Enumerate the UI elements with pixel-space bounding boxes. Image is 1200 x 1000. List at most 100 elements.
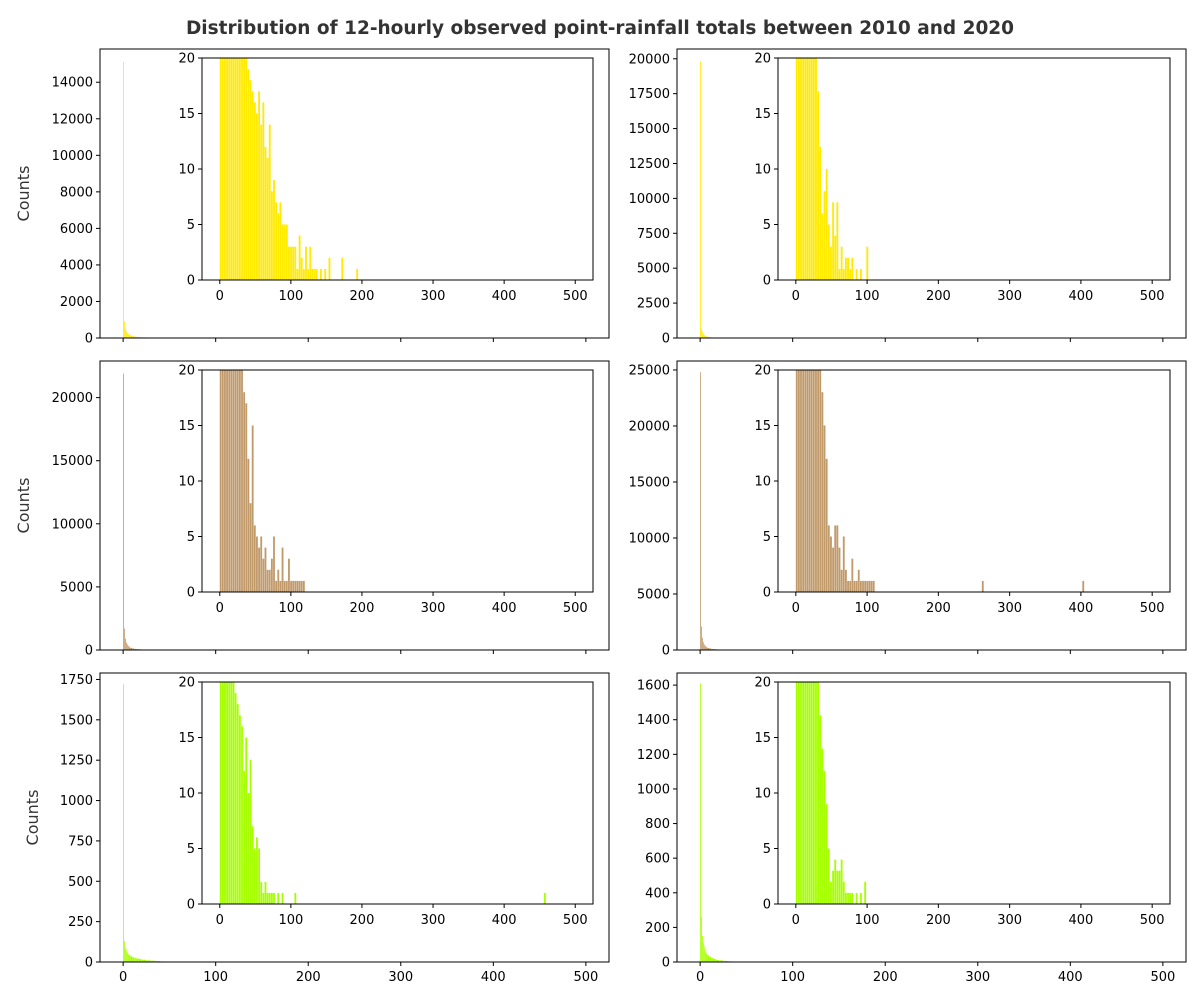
inset-bar xyxy=(294,892,297,904)
inset-bar xyxy=(795,370,798,592)
inset-bar xyxy=(324,268,327,280)
histogram-bar xyxy=(127,333,129,338)
inset-x-tick-label: 400 xyxy=(1068,289,1093,304)
inset-x-tick-label: 400 xyxy=(492,289,517,304)
inset-bar xyxy=(842,881,845,904)
inset-bar xyxy=(256,837,258,904)
inset-y-tick-label: 20 xyxy=(178,676,195,691)
y-tick-label: 20000 xyxy=(52,391,93,406)
histogram-bar xyxy=(704,645,706,650)
inset-y-tick-label: 0 xyxy=(187,274,195,289)
inset-bar xyxy=(281,547,284,592)
y-tick-label: 10000 xyxy=(52,149,93,164)
inset-bar xyxy=(256,536,258,592)
histogram-bar xyxy=(715,959,719,962)
axes-frame xyxy=(99,48,610,339)
inset-x-tick-label: 100 xyxy=(278,913,303,928)
inset-bar xyxy=(808,58,811,280)
inset-bar xyxy=(1082,580,1085,592)
histogram-bar xyxy=(701,637,703,650)
y-tick-label: 17500 xyxy=(629,87,670,102)
histogram-bar xyxy=(701,331,703,338)
histogram-bar xyxy=(709,956,712,962)
inset-bar xyxy=(219,58,222,280)
inset-bar xyxy=(797,58,800,280)
inset-bar xyxy=(825,169,828,280)
inset-bar xyxy=(260,881,263,904)
x-tick-label: 100 xyxy=(203,970,228,985)
inset-bar xyxy=(294,246,297,280)
inset-bar xyxy=(256,113,258,280)
x-tick-label: 400 xyxy=(481,970,506,985)
inset-bar xyxy=(245,737,248,904)
inset-y-tick-label: 20 xyxy=(178,364,195,379)
inset-bar xyxy=(292,246,295,280)
inset-x-tick-label: 300 xyxy=(421,289,446,304)
inset-bar xyxy=(273,892,275,904)
inset-bar xyxy=(859,892,862,904)
inset-bar xyxy=(804,682,807,904)
inset-x-tick-label: 400 xyxy=(492,913,517,928)
inset-x-tick-label: 0 xyxy=(792,289,800,304)
inset-bar xyxy=(812,682,815,904)
inset-y-tick-label: 10 xyxy=(178,787,195,802)
inset-bar xyxy=(262,892,265,904)
y-tick-label: 10000 xyxy=(52,517,93,532)
inset-bar xyxy=(819,715,822,904)
histogram-bar xyxy=(700,372,701,650)
inset-bar xyxy=(273,180,275,280)
histogram-bar xyxy=(707,955,710,962)
inset-bar xyxy=(221,682,224,904)
histogram-bar xyxy=(141,959,147,962)
inset-bar xyxy=(851,558,854,592)
histogram-bar xyxy=(127,645,129,650)
y-tick-label: 0 xyxy=(85,644,93,659)
inset-bar xyxy=(817,682,820,904)
y-axis-label: Counts xyxy=(14,166,33,222)
inset-bar xyxy=(857,569,860,592)
inset-bar xyxy=(264,146,267,280)
axes-frame xyxy=(99,360,610,651)
inset-y-tick-label: 20 xyxy=(178,52,195,67)
inset-bar xyxy=(232,370,235,592)
x-tick-label: 0 xyxy=(119,970,127,985)
y-tick-label: 1000 xyxy=(637,782,670,797)
inset-bar xyxy=(847,257,849,280)
inset-y-tick-label: 20 xyxy=(754,364,771,379)
inset-bar xyxy=(232,682,235,904)
inset-bar xyxy=(851,892,854,904)
inset-bar xyxy=(849,268,852,280)
inset-bar xyxy=(230,58,233,280)
x-tick-label: 200 xyxy=(296,970,321,985)
histogram-bar xyxy=(132,957,135,962)
histogram-bar xyxy=(702,942,704,962)
inset-bar xyxy=(800,58,802,280)
y-tick-label: 1000 xyxy=(60,794,93,809)
inset-x-tick-label: 100 xyxy=(278,601,303,616)
inset-bar xyxy=(834,859,837,904)
inset-bar xyxy=(228,58,231,280)
histogram-bar xyxy=(126,952,128,962)
histogram-bar xyxy=(703,644,705,650)
inset-bar xyxy=(855,268,858,280)
inset-bar xyxy=(847,892,849,904)
inset-bar xyxy=(844,569,847,592)
inset-bar xyxy=(283,224,286,280)
inset-bar xyxy=(844,257,847,280)
y-tick-label: 750 xyxy=(68,834,93,849)
inset-bar xyxy=(230,682,233,904)
histogram-bar xyxy=(706,336,708,338)
histogram-bar xyxy=(128,646,130,650)
histogram-bar xyxy=(146,960,151,962)
inset-bar xyxy=(275,202,278,280)
inset-bar xyxy=(253,848,256,904)
panel-row1-left: 02000400060008000100001200014000Counts05… xyxy=(14,48,610,347)
histogram-bar xyxy=(125,642,127,650)
inset-bar xyxy=(245,58,248,280)
histogram-bar xyxy=(132,648,135,650)
inset-bar xyxy=(827,848,830,904)
inset-bar xyxy=(292,580,295,592)
histogram-bar xyxy=(126,644,128,650)
